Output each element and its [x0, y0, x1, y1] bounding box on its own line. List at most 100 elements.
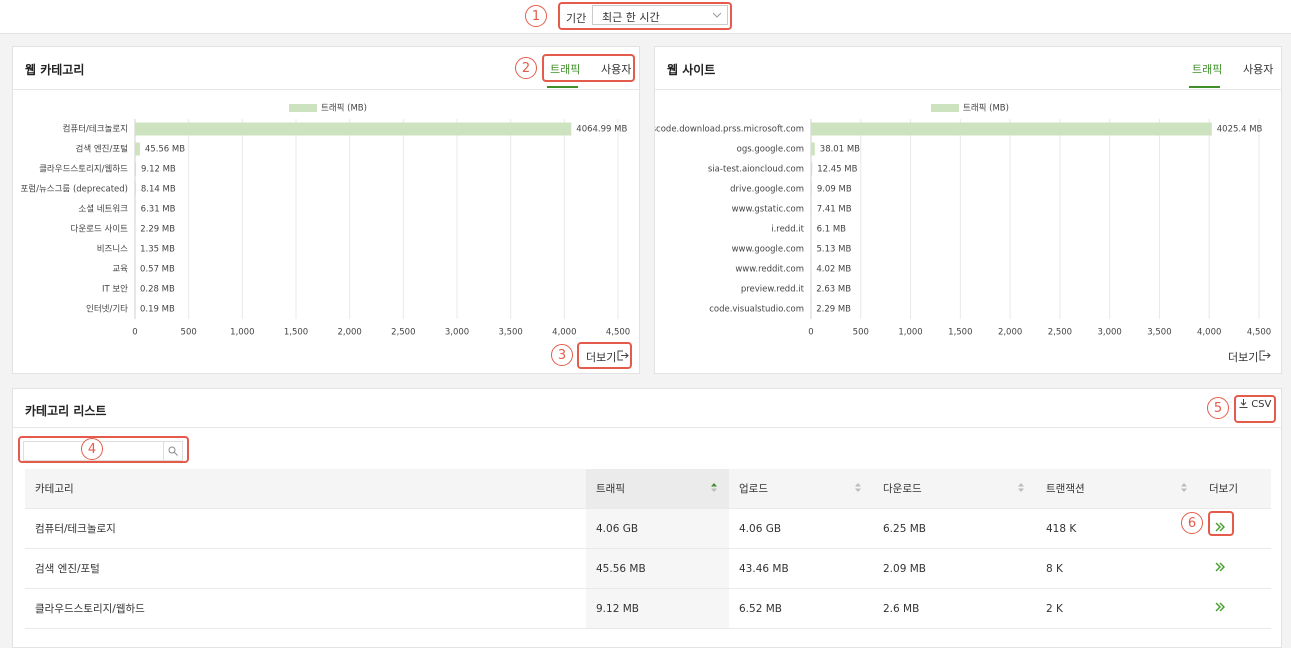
x-tick-label: 2,500: [391, 328, 415, 338]
annotation: 1: [525, 5, 547, 27]
value-label: 4.02 MB: [816, 265, 851, 275]
y-tick-label: 교육: [112, 265, 128, 275]
value-label: 0.57 MB: [140, 265, 175, 275]
more-icon[interactable]: [1215, 602, 1225, 612]
column-header[interactable]: 다운로드: [873, 469, 1036, 509]
y-tick-label: www.reddit.com: [735, 265, 804, 275]
bar: [135, 143, 140, 156]
cell: 9.12 MB: [586, 589, 729, 629]
y-tick-label: IT 보안: [102, 284, 128, 295]
value-label: 9.12 MB: [141, 165, 176, 175]
x-tick-label: 2,000: [337, 328, 361, 338]
y-tick-label: preview.redd.it: [741, 285, 805, 295]
y-tick-label: 검색 엔진/포털: [76, 144, 129, 155]
bar: [135, 203, 136, 216]
value-label: 1.35 MB: [140, 245, 175, 255]
value-label: 2.63 MB: [816, 285, 851, 295]
more-cell: [1199, 549, 1271, 589]
y-tick-label: 포럼/뉴스그룹 (deprecated): [20, 185, 128, 195]
bar: [135, 163, 136, 176]
sort-up: [1181, 483, 1187, 487]
y-tick-label: 컴퓨터/테크놀로지: [63, 124, 128, 135]
legend-label: 트래픽 (MB): [321, 103, 367, 114]
x-tick-label: 3,500: [498, 328, 522, 338]
column-header[interactable]: 트래픽: [586, 469, 729, 509]
x-tick-label: 1,000: [898, 328, 922, 338]
x-tick-label: 0: [808, 328, 813, 338]
value-label: 0.19 MB: [140, 305, 175, 315]
legend-label: 트래픽 (MB): [963, 103, 1009, 114]
value-label: 38.01 MB: [820, 145, 860, 155]
cell: 검색 엔진/포털: [25, 549, 586, 589]
x-tick-label: 2,500: [1048, 328, 1072, 338]
y-tick-label: 비즈니스: [97, 244, 128, 255]
x-tick-label: 0: [132, 328, 137, 338]
bar: [135, 123, 571, 136]
x-tick-label: 500: [181, 328, 197, 338]
y-tick-label: 클라우드스토리지/웹하드: [39, 164, 128, 175]
x-tick-label: 4,500: [606, 328, 630, 338]
annotation: 3: [551, 344, 573, 366]
value-label: 6.1 MB: [817, 225, 847, 235]
x-tick-label: 3,000: [445, 328, 469, 338]
bar: [135, 183, 136, 196]
value-label: 4064.99 MB: [576, 125, 627, 135]
sort-down: [711, 489, 717, 493]
x-tick-label: 3,500: [1147, 328, 1171, 338]
bar: [811, 163, 812, 176]
cell: 418 K: [1036, 509, 1199, 549]
divider: [13, 427, 1281, 428]
cell: 4.06 GB: [586, 509, 729, 549]
x-tick-label: 4,000: [1197, 328, 1221, 338]
value-label: 45.56 MB: [145, 145, 185, 155]
value-label: 5.13 MB: [817, 245, 852, 255]
value-label: 9.09 MB: [817, 185, 852, 195]
y-tick-label: www.gstatic.com: [732, 205, 804, 215]
column-header[interactable]: 트랜잭션: [1036, 469, 1199, 509]
value-label: 8.14 MB: [141, 185, 176, 195]
cell: 43.46 MB: [729, 549, 873, 589]
x-tick-label: 1,500: [948, 328, 972, 338]
highlight-box: [558, 2, 732, 30]
value-label: 7.41 MB: [817, 205, 852, 215]
bar: [811, 223, 812, 236]
highlight-box: [18, 436, 189, 463]
annotation: 2: [515, 57, 537, 79]
column-header: 더보기: [1199, 469, 1271, 509]
value-label: 0.28 MB: [140, 285, 175, 295]
cell: 6.25 MB: [873, 509, 1036, 549]
cell: 2.09 MB: [873, 549, 1036, 589]
y-tick-label: 소셜 네트워크: [78, 205, 128, 215]
y-tick-label: 인터넷/기타: [86, 304, 128, 315]
more-cell: [1199, 589, 1271, 629]
column-header: 카테고리: [25, 469, 586, 509]
more-icon[interactable]: [1215, 562, 1225, 572]
x-tick-label: 4,500: [1247, 328, 1271, 338]
column-header[interactable]: 업로드: [729, 469, 873, 509]
annotation: 6: [1181, 512, 1203, 534]
value-label: 6.31 MB: [141, 205, 176, 215]
sort-icon: [711, 483, 717, 492]
sort-up: [1018, 483, 1024, 487]
y-tick-label: drive.google.com: [730, 185, 804, 195]
cell: 6.52 MB: [729, 589, 873, 629]
y-tick-label: www.google.com: [732, 245, 804, 255]
y-tick-label: vscode.download.prss.microsoft.com: [655, 125, 804, 135]
panel-title: 카테고리 리스트: [25, 402, 106, 419]
sort-down: [855, 489, 861, 493]
sort-down: [1181, 489, 1187, 493]
bar: [811, 203, 812, 216]
highlight-box: [577, 342, 632, 369]
cell: 2.6 MB: [873, 589, 1036, 629]
x-tick-label: 500: [853, 328, 869, 338]
